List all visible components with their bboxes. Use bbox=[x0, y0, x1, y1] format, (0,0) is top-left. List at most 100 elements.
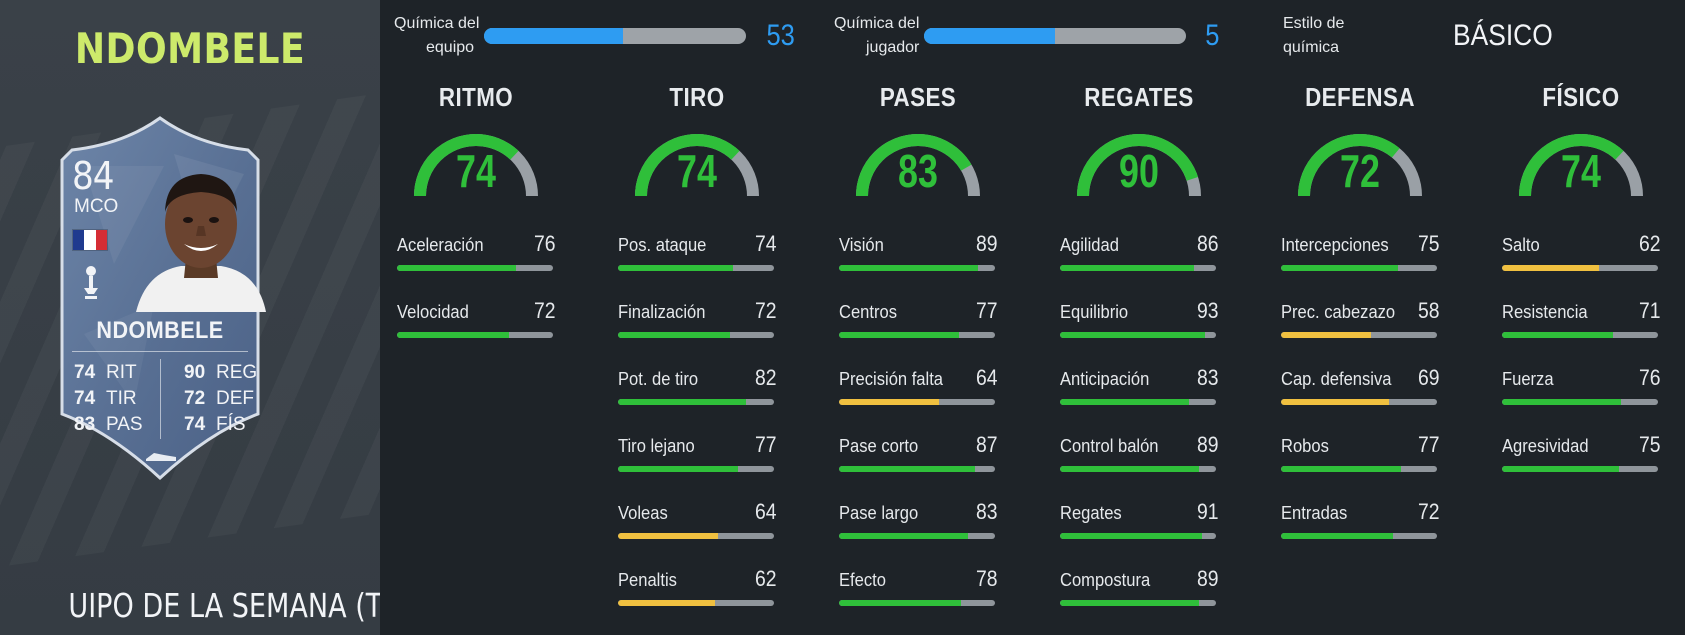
player-chemistry-label-line2: jugador bbox=[866, 39, 920, 56]
stat-value: 77 bbox=[1417, 432, 1439, 457]
stat-row-text: Agilidad 86 bbox=[1060, 231, 1218, 261]
category-title: DEFENSA bbox=[1305, 82, 1415, 112]
team-chemistry-label-line1: Química del bbox=[394, 15, 480, 32]
gauge-fill bbox=[856, 134, 980, 197]
stat-row: Efecto 78 bbox=[839, 566, 997, 633]
stat-value: 64 bbox=[754, 499, 776, 524]
category-column-pases: PASES 83 Visión 89 Centros 77 Precisión falta 6… bbox=[839, 82, 997, 633]
card-stat-value: 90 bbox=[184, 362, 206, 383]
stat-name: Pot. de tiro bbox=[618, 369, 699, 389]
card-divider-vertical bbox=[160, 359, 161, 439]
stat-value: 64 bbox=[975, 365, 997, 390]
stat-bar bbox=[1502, 466, 1658, 472]
stat-bar-fill bbox=[618, 600, 715, 606]
stat-row: Regates 91 bbox=[1060, 499, 1218, 566]
category-gauge: 90 bbox=[1074, 126, 1204, 206]
stat-bar bbox=[618, 600, 774, 606]
stat-bar bbox=[839, 466, 995, 472]
stat-bar-fill bbox=[1281, 332, 1372, 338]
card-stat-rit: 74 RIT bbox=[74, 360, 143, 386]
stat-value: 75 bbox=[1638, 432, 1660, 457]
stat-row: Agilidad 86 bbox=[1060, 231, 1218, 298]
team-chemistry-bar-fill bbox=[484, 28, 623, 44]
stat-row-text: Voleas 64 bbox=[618, 499, 776, 529]
stat-row-text: Control balón 89 bbox=[1060, 432, 1218, 462]
stat-bar bbox=[1060, 466, 1216, 472]
flag-stripe-red bbox=[95, 230, 107, 250]
stat-bar-fill bbox=[1281, 399, 1389, 405]
card-player-name: NDOMBELE bbox=[96, 317, 224, 344]
stat-bar-fill bbox=[839, 466, 975, 472]
stat-bar bbox=[397, 265, 553, 271]
stat-row: Pos. ataque 74 bbox=[618, 231, 776, 298]
card-stat-pas: 83 PAS bbox=[74, 412, 143, 438]
gauge-fill bbox=[1077, 134, 1201, 197]
stat-row: Fuerza 76 bbox=[1502, 365, 1660, 432]
card-stat-tir: 74 TIR bbox=[74, 386, 143, 412]
stat-row-text: Precisión falta 64 bbox=[839, 365, 997, 395]
chemistry-style[interactable]: Estilo de química BÁSICO bbox=[1283, 8, 1566, 64]
card-stats-right: 90 REG 72 DEF 74 FÍS bbox=[184, 360, 257, 438]
stat-bar bbox=[618, 399, 774, 405]
team-chemistry-label: Química del equipo bbox=[394, 12, 484, 60]
stat-row-text: Pot. de tiro 82 bbox=[618, 365, 776, 395]
stat-name: Pos. ataque bbox=[618, 235, 707, 255]
stat-list: Aceleración 76 Velocidad 72 bbox=[397, 231, 555, 365]
team-chemistry-label-line2: equipo bbox=[426, 39, 475, 56]
program-label-text: UIPO DE LA SEMANA (TOTW) bbox=[68, 586, 380, 625]
stat-name: Pase largo bbox=[839, 503, 919, 523]
gauge-arc bbox=[1298, 134, 1422, 197]
stat-value: 87 bbox=[975, 432, 997, 457]
stat-row: Agresividad 75 bbox=[1502, 432, 1660, 499]
stat-value: 77 bbox=[754, 432, 776, 457]
stat-row-text: Centros 77 bbox=[839, 298, 997, 328]
stat-row-text: Regates 91 bbox=[1060, 499, 1218, 529]
stat-bar-fill bbox=[618, 332, 731, 338]
stat-name: Velocidad bbox=[397, 302, 469, 322]
stat-bar-fill bbox=[1281, 533, 1394, 539]
gauge-arc bbox=[856, 134, 980, 197]
category-column-defensa: DEFENSA 72 Intercepciones 75 Prec. cabezazo 5… bbox=[1281, 82, 1439, 566]
stat-value: 76 bbox=[533, 231, 555, 256]
team-chemistry: Química del equipo 53 bbox=[394, 8, 797, 64]
stat-row: Finalización 72 bbox=[618, 298, 776, 365]
stat-bar-fill bbox=[618, 533, 718, 539]
stat-row-text: Equilibrio 93 bbox=[1060, 298, 1218, 328]
category-column-ritmo: RITMO 74 Aceleración 76 Velocidad 72 bbox=[397, 82, 555, 365]
category-column-físico: FÍSICO 74 Salto 62 Resistencia 71 Fuerza 76 Agre… bbox=[1502, 82, 1660, 499]
stat-row: Voleas 64 bbox=[618, 499, 776, 566]
card-stat-value: 74 bbox=[74, 388, 96, 409]
stat-bar-fill bbox=[1502, 265, 1599, 271]
player-card[interactable]: 84 MCO NDOMBELE 74 RIT 74 TIR bbox=[44, 114, 276, 482]
stat-row: Anticipación 83 bbox=[1060, 365, 1218, 432]
stat-row: Precisión falta 64 bbox=[839, 365, 997, 432]
stat-value: 75 bbox=[1417, 231, 1439, 256]
card-stats-left: 74 RIT 74 TIR 83 PAS bbox=[74, 360, 143, 438]
stat-value: 72 bbox=[754, 298, 776, 323]
category-title: RITMO bbox=[438, 82, 514, 112]
card-stat-label: FÍS bbox=[216, 414, 246, 435]
france-flag-icon bbox=[72, 229, 108, 251]
stat-bar-fill bbox=[839, 533, 969, 539]
card-stat-label: REG bbox=[216, 362, 258, 383]
stat-value: 83 bbox=[975, 499, 997, 524]
stat-value: 89 bbox=[1196, 566, 1218, 591]
gauge-arc bbox=[635, 134, 759, 197]
stat-name: Penaltis bbox=[618, 570, 677, 590]
stat-value: 82 bbox=[754, 365, 776, 390]
stat-row: Pot. de tiro 82 bbox=[618, 365, 776, 432]
stat-bar-fill bbox=[839, 399, 939, 405]
stat-bar bbox=[618, 265, 774, 271]
category-column-regates: REGATES 90 Agilidad 86 Equilibrio 93 Anticipac… bbox=[1060, 82, 1218, 633]
stat-bar bbox=[839, 265, 995, 271]
stat-name: Precisión falta bbox=[839, 369, 944, 389]
gauge-fill bbox=[414, 134, 538, 197]
stat-name: Anticipación bbox=[1060, 369, 1150, 389]
stat-row-text: Anticipación 83 bbox=[1060, 365, 1218, 395]
gauge-fill bbox=[1519, 134, 1643, 197]
stat-bar bbox=[618, 533, 774, 539]
stat-name: Agresividad bbox=[1502, 436, 1589, 456]
stat-name: Cap. defensiva bbox=[1281, 369, 1392, 389]
category-value: 72 bbox=[1340, 145, 1380, 197]
stat-bar bbox=[1281, 332, 1437, 338]
